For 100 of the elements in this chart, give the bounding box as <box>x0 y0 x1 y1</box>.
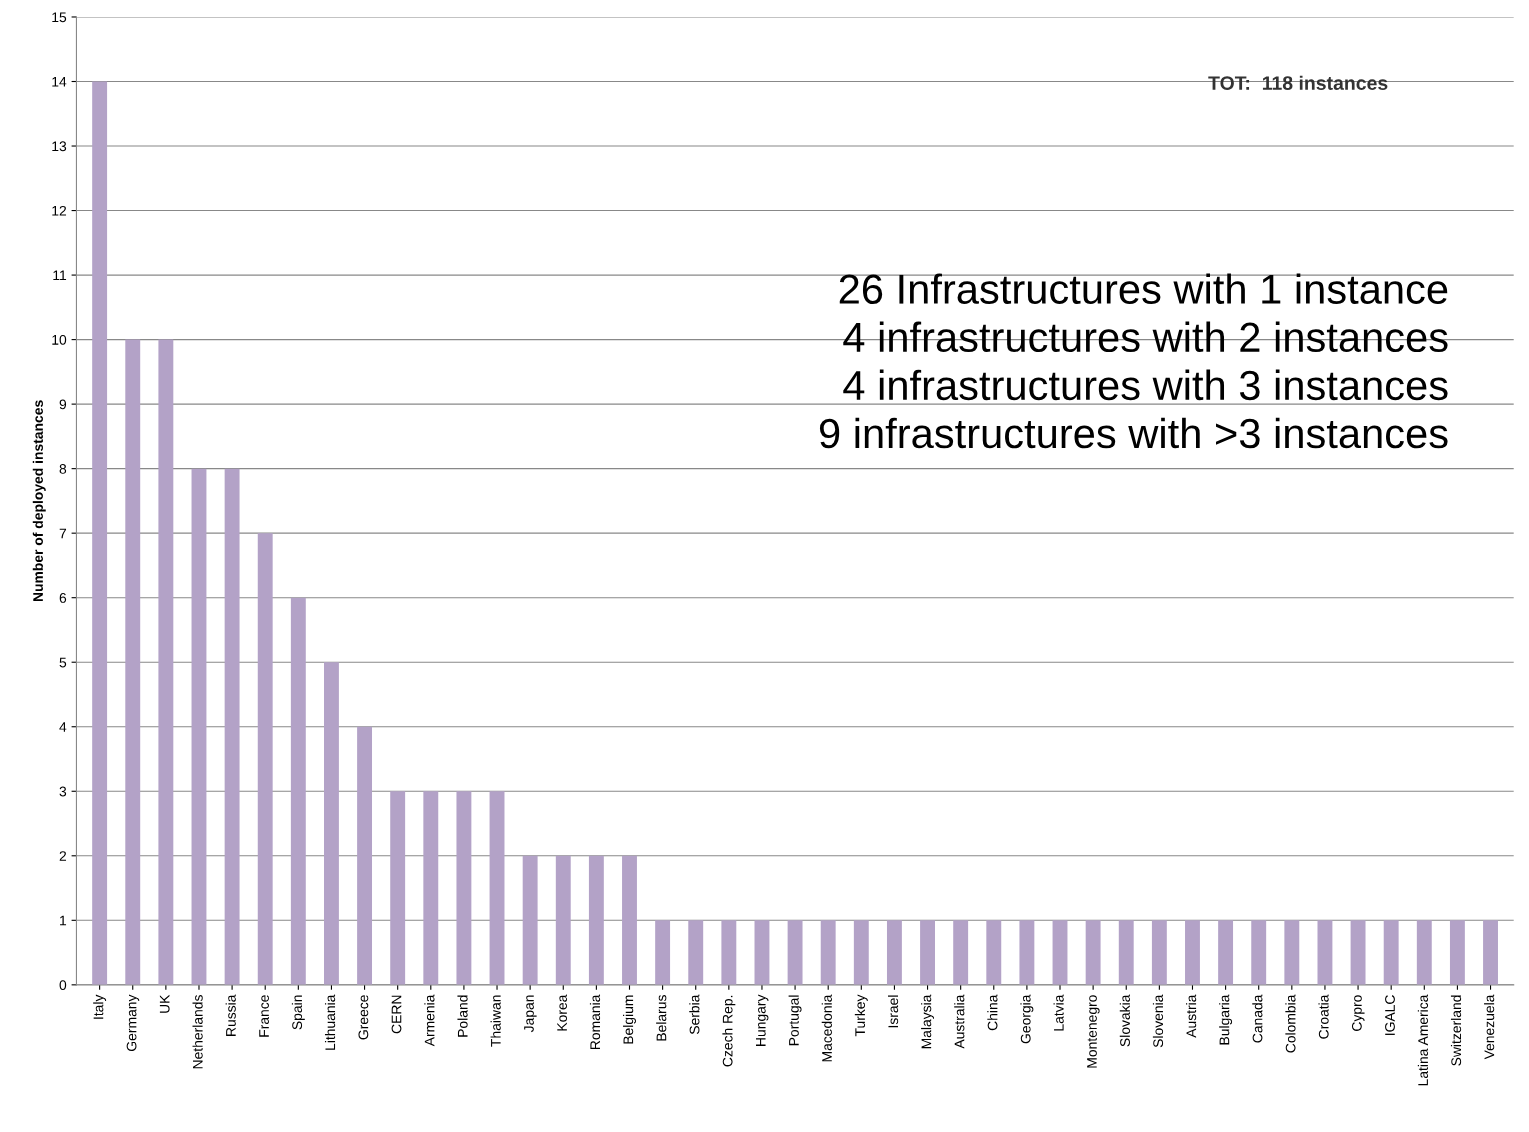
bar <box>622 855 637 985</box>
x-tick-label: Slovakia <box>1119 994 1130 1047</box>
bar <box>688 920 704 985</box>
bar <box>1284 920 1300 985</box>
x-tick-label: Romania <box>589 994 601 1049</box>
annotation: 4 infrastructures with 3 instances <box>843 369 1448 401</box>
x-tick-label: Latvia <box>1053 994 1064 1031</box>
bar <box>853 920 869 985</box>
x-tick-label: China <box>987 994 998 1031</box>
bar <box>423 791 439 985</box>
x-tick-label: Italy <box>93 994 107 1019</box>
x-tick-label: Israel <box>887 995 899 1028</box>
x-tick-label: Netherlands <box>192 995 203 1069</box>
x-tick-label: Korea <box>557 994 567 1031</box>
y-tick-label: 8 <box>59 463 67 474</box>
bar <box>787 920 803 985</box>
bar <box>1218 920 1234 985</box>
bar <box>357 726 373 985</box>
x-tick-label: UK <box>159 994 170 1013</box>
y-tick-label: 3 <box>59 786 67 797</box>
bar <box>886 920 902 985</box>
bar <box>158 339 174 985</box>
y-axis-title: Number of deployed instances <box>32 400 46 602</box>
x-tick-label: Spain <box>291 995 305 1030</box>
y-tick-label: 14 <box>52 76 67 87</box>
bar <box>191 468 207 985</box>
bar <box>1317 920 1333 985</box>
bar <box>1118 920 1134 985</box>
bar <box>820 920 836 985</box>
y-tick-label: 2 <box>59 851 67 861</box>
y-tick-label: 15 <box>52 12 67 23</box>
x-tick-label: Germany <box>126 994 140 1051</box>
bar <box>1383 920 1399 985</box>
bar <box>655 920 671 985</box>
annotation: 4 infrastructures with 2 instances <box>843 321 1448 353</box>
bar <box>1483 920 1498 985</box>
x-tick-label: Cypro <box>1351 995 1365 1031</box>
x-tick-label: Australia <box>954 994 965 1049</box>
y-tick-label: 1 <box>60 915 67 926</box>
x-tick-label: Macedonia <box>821 994 832 1062</box>
x-tick-label: Belarus <box>656 995 667 1041</box>
y-tick-label: 9 <box>59 399 67 410</box>
bar <box>390 791 406 985</box>
x-tick-label: France <box>259 995 269 1037</box>
y-tick-label: 10 <box>52 334 67 345</box>
bar <box>257 533 273 985</box>
bar <box>522 855 538 985</box>
x-tick-label: Armenia <box>424 994 435 1047</box>
x-tick-label: Hungary <box>756 994 769 1046</box>
y-tick-label: 5 <box>59 657 67 668</box>
x-tick-label: Russia <box>225 994 236 1036</box>
x-tick-label: Thaiwan <box>490 995 501 1047</box>
x-tick-label: Venezuela <box>1484 994 1495 1060</box>
bar <box>224 468 240 985</box>
bar <box>953 920 969 985</box>
x-tick-label: Georgia <box>1020 994 1034 1044</box>
bar <box>1085 920 1101 985</box>
bar <box>1185 920 1200 985</box>
y-tick-label: 11 <box>53 270 67 281</box>
annotation: 9 infrastructures with >3 instances <box>819 417 1448 449</box>
y-tick-label: 12 <box>52 205 67 216</box>
y-tick-label: 4 <box>59 722 67 732</box>
x-tick-label: Montenegro <box>1087 995 1100 1068</box>
x-tick-label: Poland <box>457 995 468 1037</box>
x-tick-label: Slovenia <box>1152 994 1164 1048</box>
bar <box>754 920 770 985</box>
bar <box>1019 920 1035 985</box>
x-tick-label: IGALC <box>1385 995 1395 1035</box>
x-tick-label: Japan <box>524 995 537 1033</box>
annotation: 26 Infrastructures with 1 instance <box>839 273 1448 305</box>
x-tick-label: Malaysia <box>921 994 935 1049</box>
bar <box>1416 920 1432 985</box>
bar <box>588 855 604 985</box>
x-tick-label: Belgium <box>623 995 636 1044</box>
y-tick-label: 6 <box>59 593 67 603</box>
x-tick-label: Croatia <box>1318 994 1329 1039</box>
x-tick-label: Lithuania <box>324 994 336 1050</box>
bar <box>92 81 108 985</box>
x-tick-label: Switzerland <box>1450 995 1462 1066</box>
bar <box>456 791 472 985</box>
y-tick-label: 0 <box>59 980 67 991</box>
bar <box>1052 920 1068 985</box>
bar <box>1251 920 1267 985</box>
x-tick-label: Greece <box>358 995 369 1040</box>
x-tick-label: Czech Rep. <box>722 995 736 1067</box>
x-tick-label: Turkey <box>854 994 868 1037</box>
bar <box>1350 920 1366 985</box>
bar <box>721 920 737 985</box>
y-tick-label: 13 <box>52 141 67 152</box>
x-tick-label: Latina America <box>1417 994 1429 1086</box>
bar <box>1449 920 1465 985</box>
bar <box>324 662 339 985</box>
bar <box>1151 920 1167 985</box>
y-tick-label: 7 <box>59 528 67 539</box>
x-tick-label: Canada <box>1252 994 1263 1043</box>
x-tick-label: Colombia <box>1285 994 1296 1053</box>
bar <box>986 920 1002 985</box>
x-tick-label: CERN <box>391 995 402 1034</box>
bar <box>920 920 935 985</box>
bar <box>125 339 141 985</box>
